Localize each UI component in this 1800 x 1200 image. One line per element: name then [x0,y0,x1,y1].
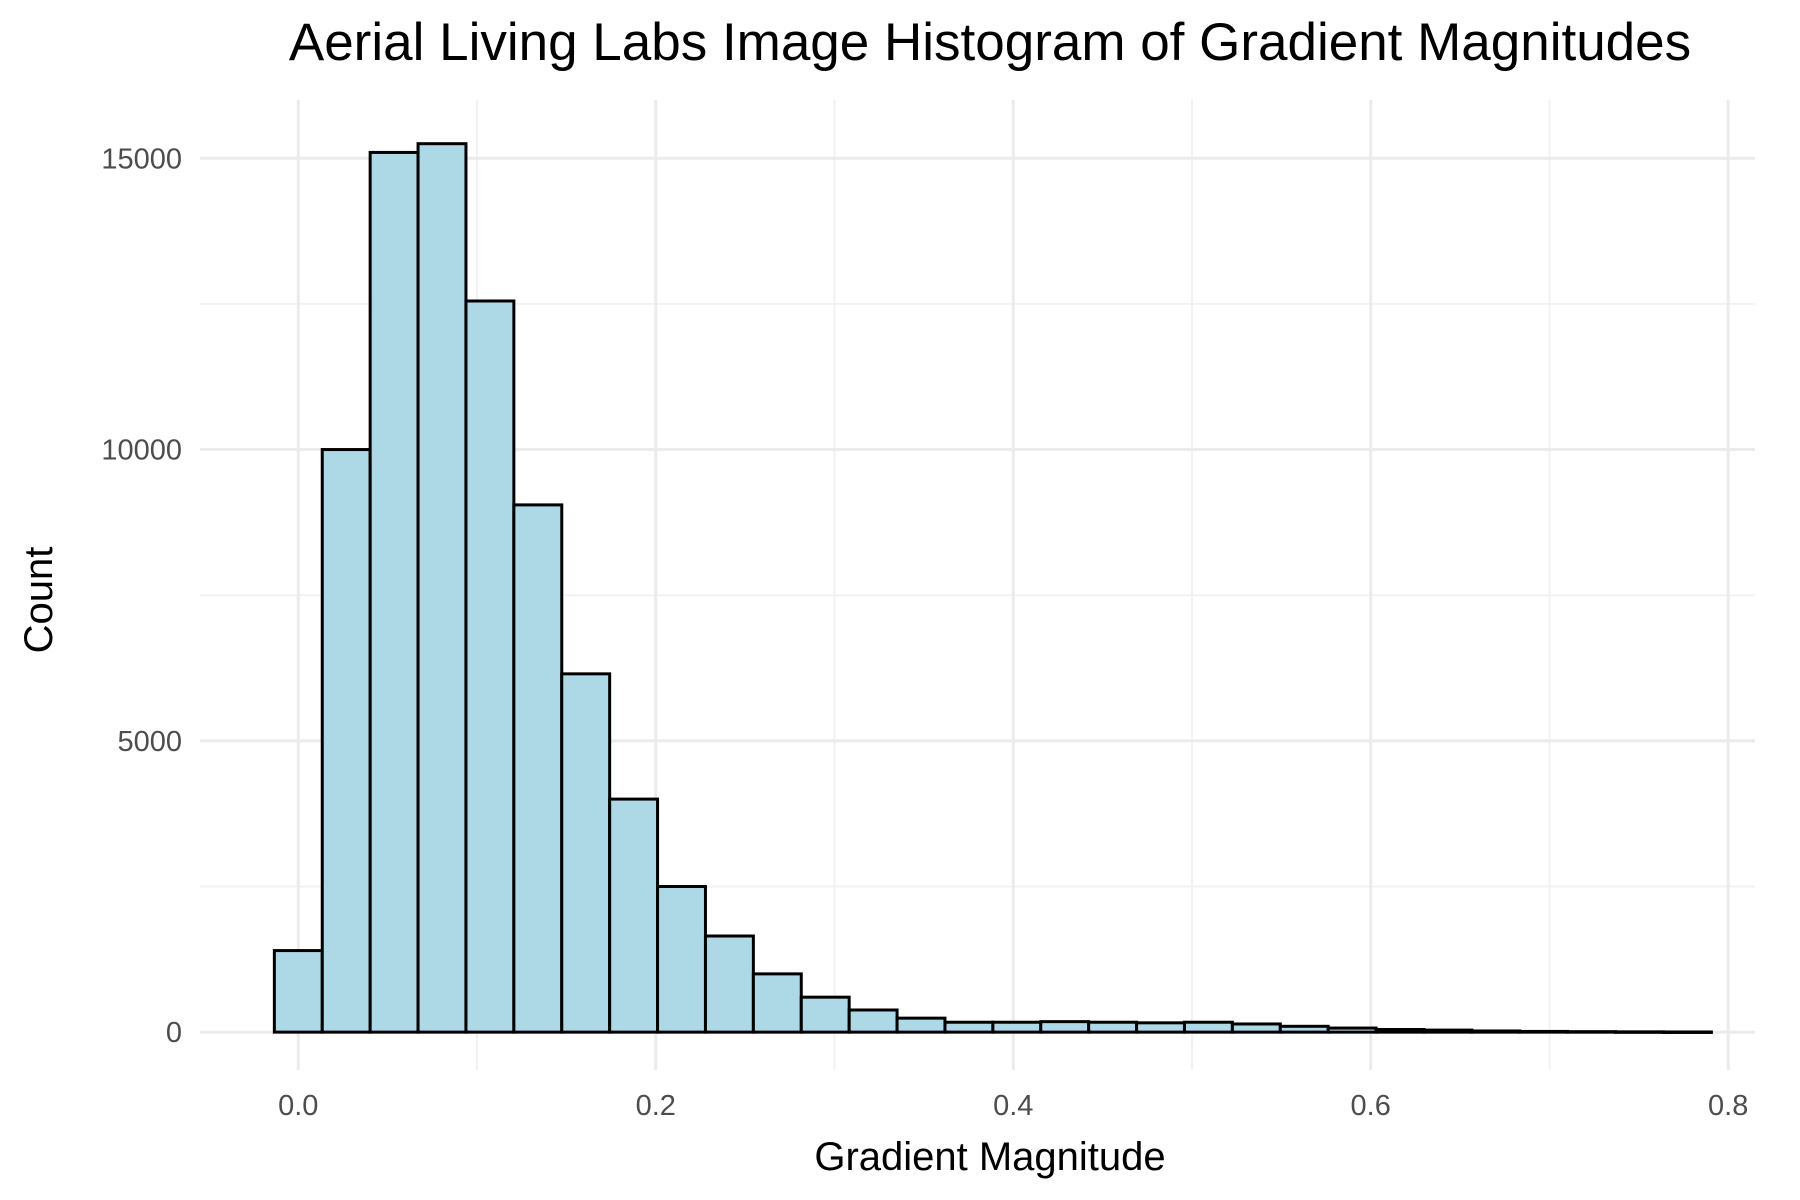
histogram-bar [1039,1020,1091,1034]
histogram-bar [320,448,372,1034]
y-axis-title: Count [17,547,61,654]
histogram-bar [560,672,612,1034]
histogram-bar [1614,1030,1665,1034]
y-tick-label: 15000 [101,143,182,175]
histogram-bar [943,1020,995,1034]
histogram-bar [608,797,660,1034]
y-axis-ticks: 0 5000 10000 15000 [101,143,182,1049]
histogram-bar [512,503,564,1034]
histogram-bar [1230,1022,1282,1034]
histogram-bar [1326,1026,1378,1034]
histogram-bar [991,1020,1043,1034]
x-tick-label: 0.6 [1351,1090,1391,1122]
histogram-bar [1087,1020,1139,1034]
histogram-bar [368,150,420,1034]
x-tick-label: 0.8 [1708,1090,1748,1122]
x-tick-label: 0.0 [278,1090,318,1122]
y-tick-label: 0 [166,1017,182,1049]
histogram-bar [751,972,803,1034]
x-tick-label: 0.4 [993,1090,1033,1122]
histogram-bar [847,1008,899,1034]
histogram-bar [1374,1028,1426,1034]
histogram-bar [1422,1028,1474,1034]
histogram-bar [895,1016,947,1034]
bars [272,142,1713,1034]
histogram-bar [1566,1030,1618,1034]
histogram-bar [1182,1020,1234,1034]
histogram-bar [464,299,516,1034]
histogram-bar [1518,1029,1570,1034]
y-tick-label: 5000 [117,726,182,758]
x-tick-label: 0.2 [636,1090,676,1122]
histogram-bar [1661,1030,1713,1034]
histogram-bar [1470,1029,1522,1034]
histogram-bar [1278,1024,1330,1034]
histogram-bar [656,884,707,1034]
histogram-bar [272,949,324,1034]
histogram-bar [799,995,851,1034]
x-axis-ticks: 0.0 0.2 0.4 0.6 0.8 [278,1090,1748,1122]
histogram-bar [1135,1021,1186,1034]
x-axis-title: Gradient Magnitude [814,1135,1165,1179]
histogram-bar [703,934,755,1034]
histogram-bar [416,142,468,1034]
chart-title: Aerial Living Labs Image Histogram of Gr… [289,13,1691,72]
y-tick-label: 10000 [101,435,182,467]
